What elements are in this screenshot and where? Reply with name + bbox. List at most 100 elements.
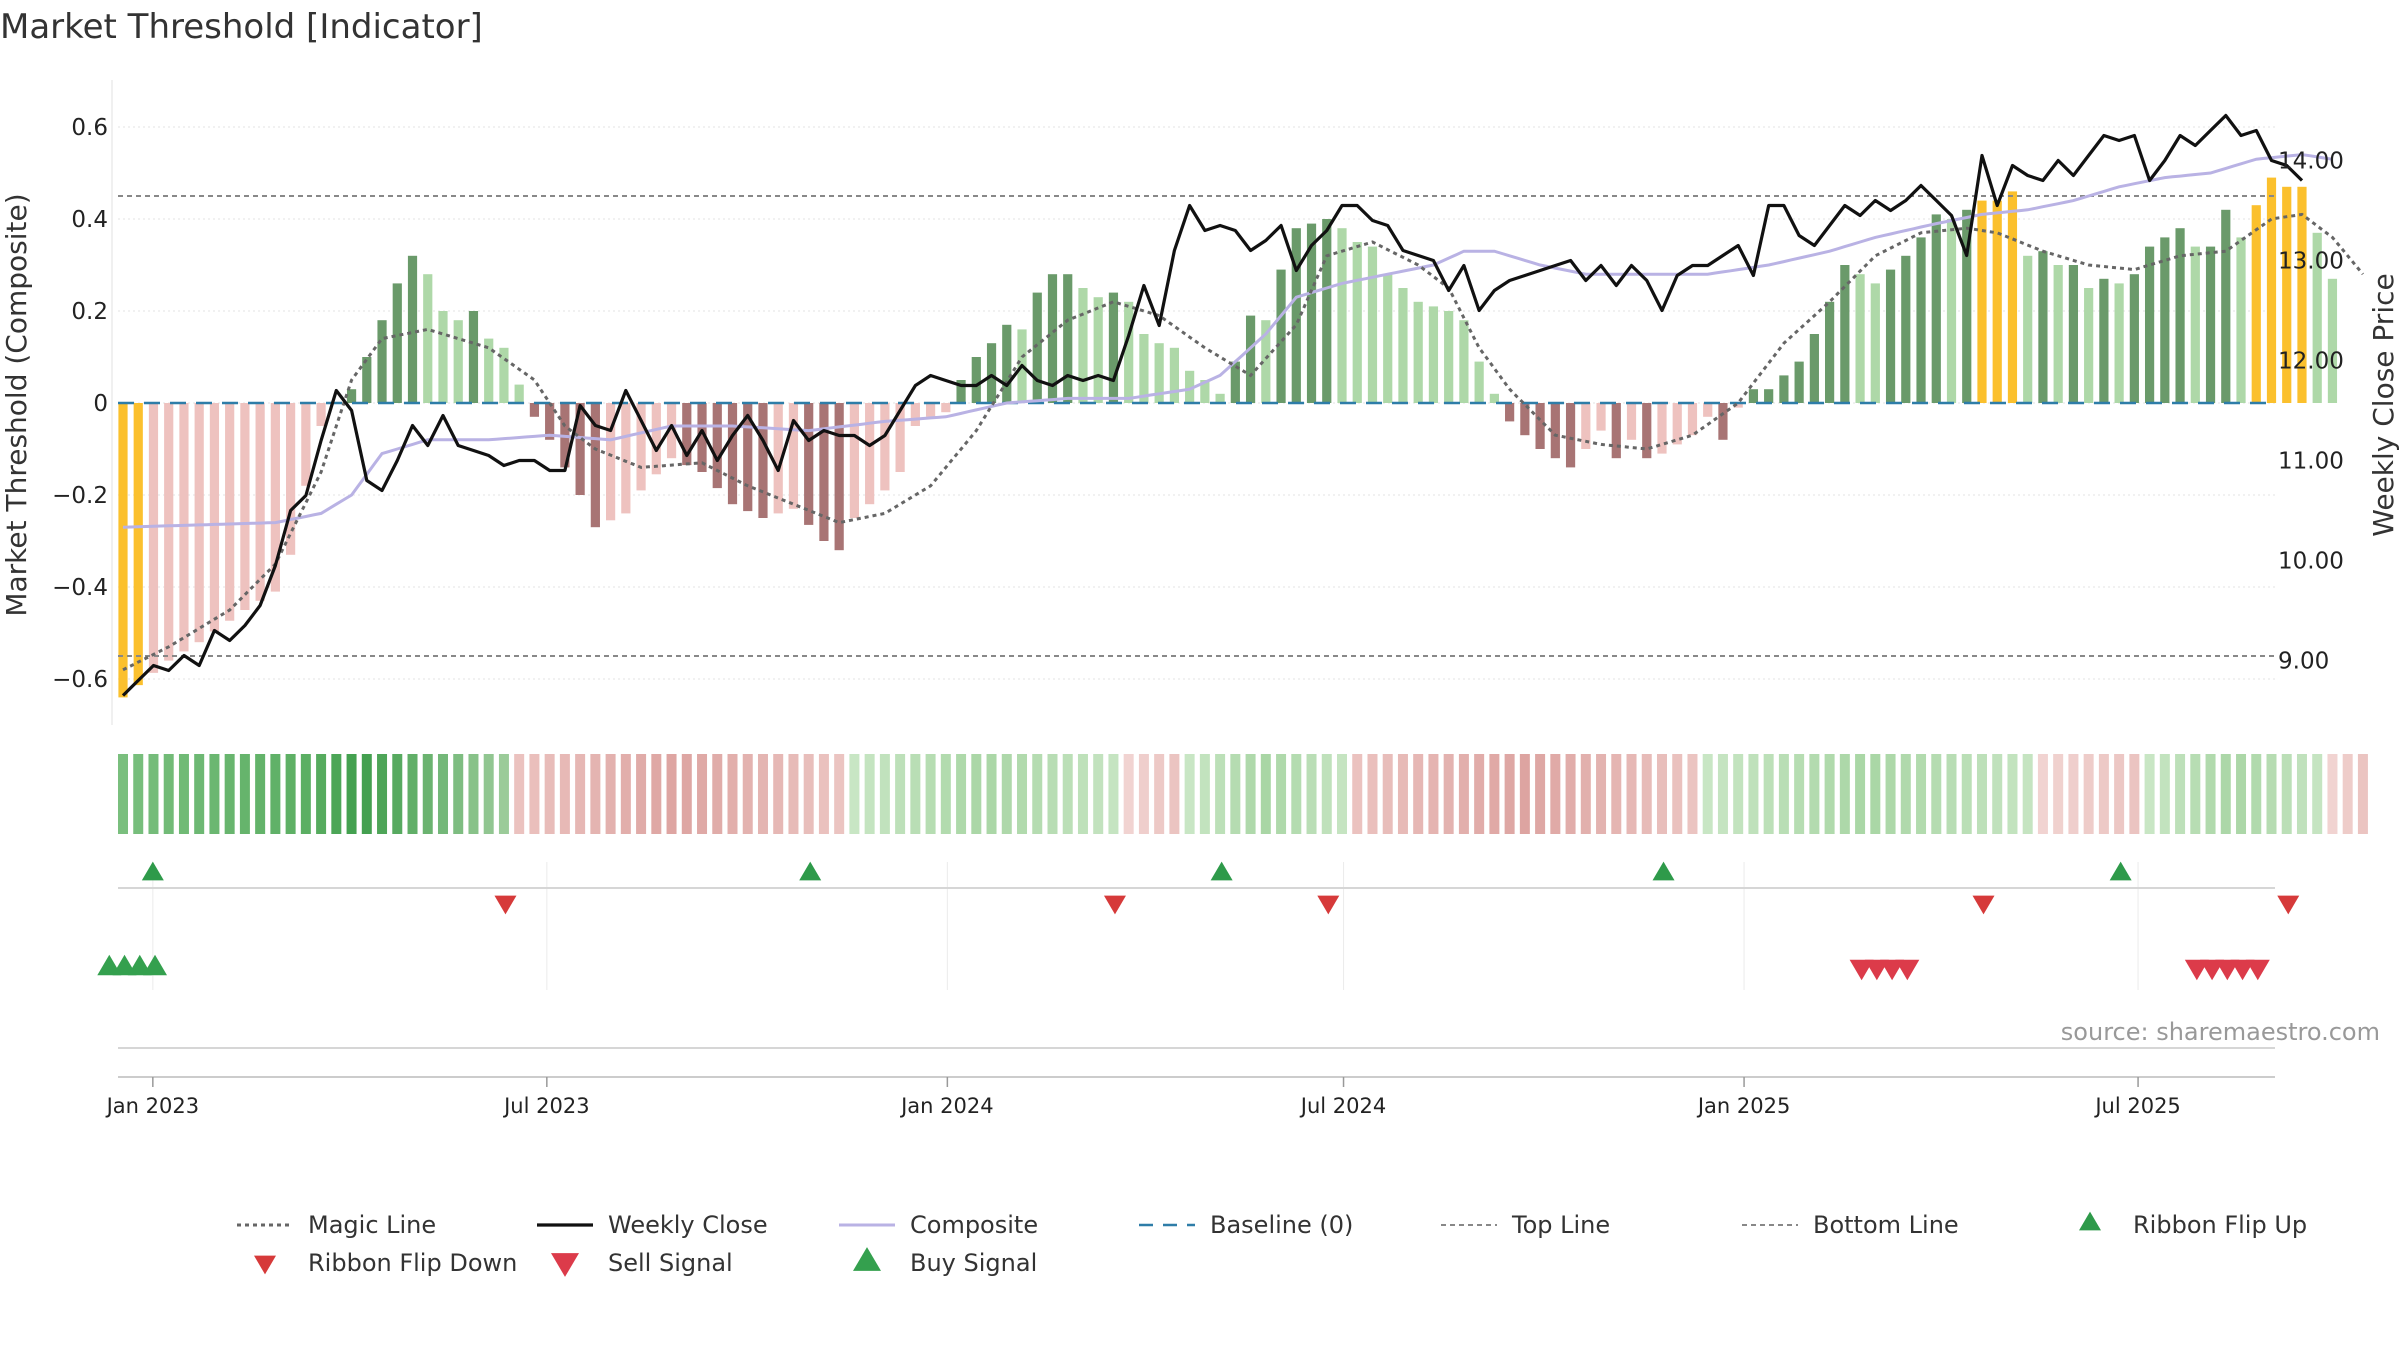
- ribbon-cell: [2266, 754, 2277, 834]
- source-note: source: sharemaestro.com: [2061, 1018, 2380, 1046]
- composite-bar: [1245, 315, 1256, 403]
- ribbon-cell: [270, 754, 281, 834]
- composite-bar: [1840, 265, 1850, 403]
- ribbon-cell: [697, 754, 708, 834]
- legend-label: Sell Signal: [608, 1249, 733, 1277]
- y-tick-label: −0.4: [52, 575, 108, 601]
- y-tick-label: 0: [93, 391, 108, 417]
- ribbon-cell: [712, 754, 723, 834]
- x-tick-label: Jul 2023: [502, 1094, 589, 1118]
- composite-bar: [1672, 403, 1682, 445]
- composite-bar: [575, 403, 585, 495]
- composite-bar: [1657, 403, 1667, 454]
- composite-bar: [1276, 269, 1286, 403]
- composite-bar: [606, 403, 616, 521]
- composite-bar: [1992, 200, 2002, 403]
- ribbon-cell: [1794, 754, 1805, 834]
- ribbon-flip-up-marker: [141, 861, 164, 881]
- composite-bar: [1230, 361, 1240, 403]
- composite-bar: [1489, 393, 1499, 403]
- composite-bar: [1428, 306, 1439, 403]
- composite-bar: [2190, 246, 2200, 403]
- composite-bar: [941, 403, 951, 413]
- ribbon-cell: [2144, 754, 2155, 834]
- composite-bar: [1901, 255, 1911, 403]
- composite-bar: [240, 403, 250, 610]
- ribbon-cell: [1367, 754, 1378, 834]
- ribbon-cell: [940, 754, 951, 834]
- ribbon-cell: [361, 754, 372, 834]
- composite-bar: [925, 403, 936, 417]
- ribbon-cell: [1474, 754, 1485, 834]
- ribbon-cell: [1519, 754, 1530, 834]
- ribbon-cell: [2357, 754, 2368, 834]
- composite-bar: [1550, 403, 1560, 459]
- ribbon-cell: [1580, 754, 1591, 834]
- ribbon-cell: [1169, 754, 1180, 834]
- legend-swatch: [853, 1247, 881, 1271]
- composite-bar: [1855, 274, 1865, 403]
- ribbon-cell: [346, 754, 357, 834]
- y-axis-label: Market Threshold (Composite): [0, 193, 33, 616]
- ribbon-flip-up-marker: [1652, 861, 1675, 881]
- composite-bar: [209, 403, 220, 632]
- composite-bar: [2023, 255, 2033, 403]
- composite-bar: [1078, 288, 1088, 403]
- legend-label: Bottom Line: [1813, 1211, 1959, 1239]
- composite-bar: [423, 274, 433, 403]
- ribbon-cell: [1687, 754, 1698, 834]
- ribbon-cell: [133, 754, 144, 834]
- composite-bar: [788, 403, 799, 509]
- ribbon-cell: [910, 754, 921, 834]
- x-axis: Jan 2023 Jul 2023 Jan 2024 Jul 2024 Jan 2025…: [105, 1076, 2275, 1118]
- sell-signal-marker: [2200, 959, 2225, 981]
- ribbon-cell: [1413, 754, 1424, 834]
- y2-tick-label: 10.00: [2278, 549, 2344, 575]
- ribbon-cell: [224, 754, 235, 834]
- ribbon-cell: [1916, 754, 1927, 834]
- composite-bar: [2282, 186, 2292, 403]
- sell-signal-marker: [2230, 959, 2255, 981]
- ribbon-cell: [2083, 754, 2094, 834]
- ribbon-cell: [1138, 754, 1149, 834]
- ribbon-cell: [2007, 754, 2018, 834]
- composite-bar: [651, 403, 661, 475]
- ribbon-cell: [1230, 754, 1241, 834]
- composite-bar: [2266, 177, 2277, 403]
- composite-bar: [697, 403, 707, 472]
- sell-signal-marker: [1849, 959, 1874, 981]
- composite-bar: [545, 403, 555, 440]
- composite-bar: [743, 403, 753, 512]
- ribbon-cell: [2159, 754, 2170, 834]
- ribbon-cell: [2327, 754, 2338, 834]
- legend-item: Top Line: [1441, 1211, 1610, 1239]
- composite-bar: [194, 403, 204, 643]
- ribbon-cell: [1321, 754, 1332, 834]
- ribbon-cell: [864, 754, 875, 834]
- composite-bar: [2251, 205, 2261, 403]
- ribbon-cell: [1443, 754, 1454, 834]
- ribbon-cell: [2236, 754, 2247, 834]
- ribbon-cell: [2220, 754, 2231, 834]
- ribbon-cell: [2175, 754, 2186, 834]
- composite-bar: [986, 343, 997, 403]
- ribbon-cell: [331, 754, 342, 834]
- chart-title: Market Threshold [Indicator]: [0, 7, 483, 47]
- composite-bar: [2053, 265, 2063, 403]
- x-tick-label: Jan 2024: [899, 1094, 994, 1118]
- composite-bar: [362, 357, 372, 403]
- ribbon-cell: [1611, 754, 1622, 834]
- ribbon-cell: [742, 754, 753, 834]
- composite-bar: [2099, 278, 2109, 403]
- legend-label: Ribbon Flip Up: [2133, 1211, 2307, 1239]
- ribbon-cell: [879, 754, 890, 834]
- ribbon-flip-down-marker: [1103, 895, 1126, 915]
- composite-bar: [2327, 278, 2338, 403]
- composite-bar: [1611, 403, 1621, 459]
- composite-bar: [148, 403, 159, 673]
- ribbon-flip-down-marker: [2277, 895, 2300, 915]
- ribbon-cell: [1565, 754, 1576, 834]
- composite-bar: [1687, 403, 1698, 436]
- ribbon-cell: [2205, 754, 2216, 834]
- ribbon-cell: [194, 754, 205, 834]
